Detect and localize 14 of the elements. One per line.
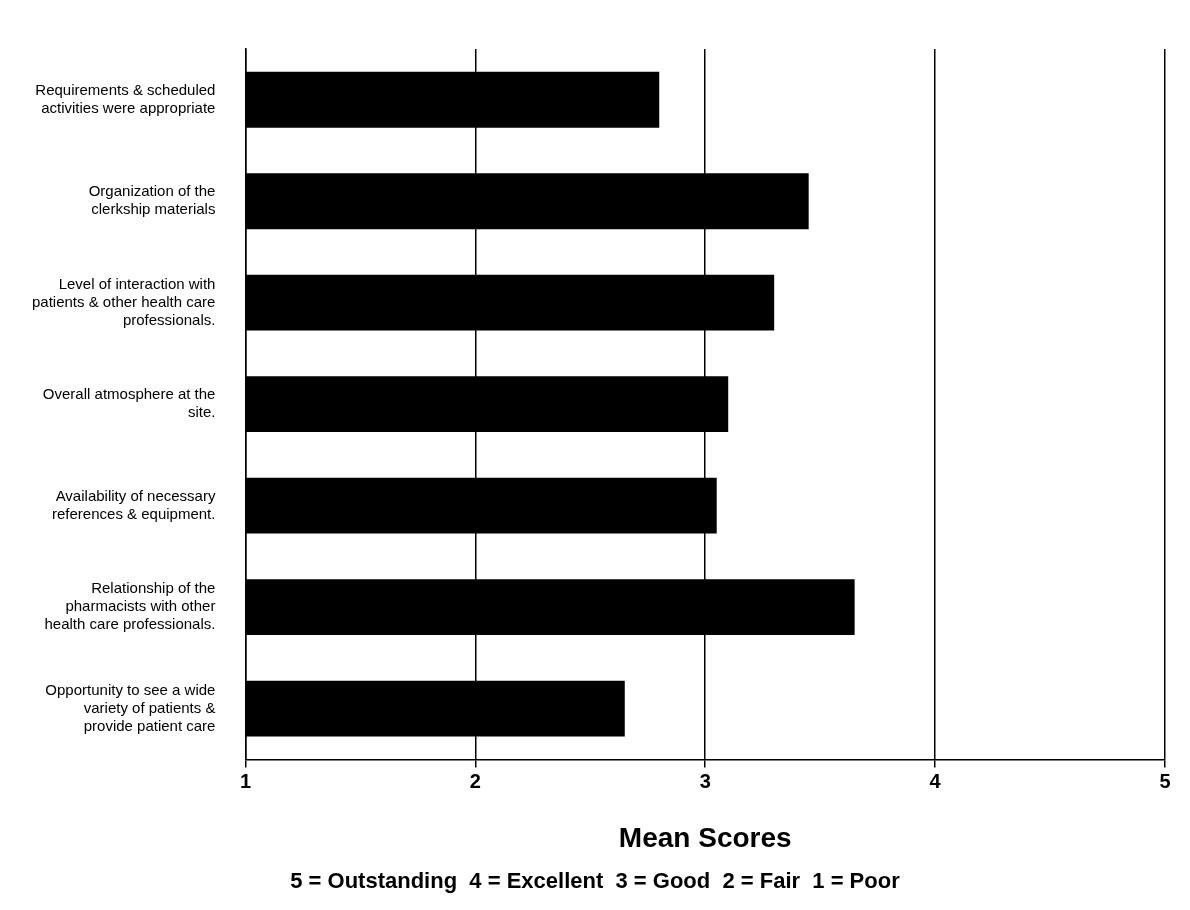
y-tick-label: Level of interaction with patients & other health care professionals. — [32, 274, 216, 328]
text: 5 = Outstanding 4 = Excellent 3 = Good 2 = Fair 1 = Poor — [289, 868, 901, 894]
x-tick-label: 1 — [239, 769, 252, 792]
y-tick-label: Opportunity to see a wide variety of patients & provide patient care — [45, 680, 216, 734]
y-tick-label: Overall atmosphere at the site. — [42, 385, 216, 421]
x-tick-label: 5 — [1159, 769, 1171, 792]
x-tick-label: 4 — [929, 769, 942, 792]
x-tick-label: 3 — [699, 769, 711, 792]
y-tick-label: Organization of the clerkship materials — [88, 182, 216, 218]
x-tick-label: 2 — [469, 769, 481, 792]
y-tick-label: Relationship of the pharmacists with other health care professionals. — [44, 579, 216, 633]
x-axis-title: Mean Scores — [618, 821, 792, 853]
y-tick-label: Requirements & scheduled activities were appropriate — [35, 80, 216, 116]
y-tick-label: Availability of necessary references & equipment. — [52, 486, 216, 522]
